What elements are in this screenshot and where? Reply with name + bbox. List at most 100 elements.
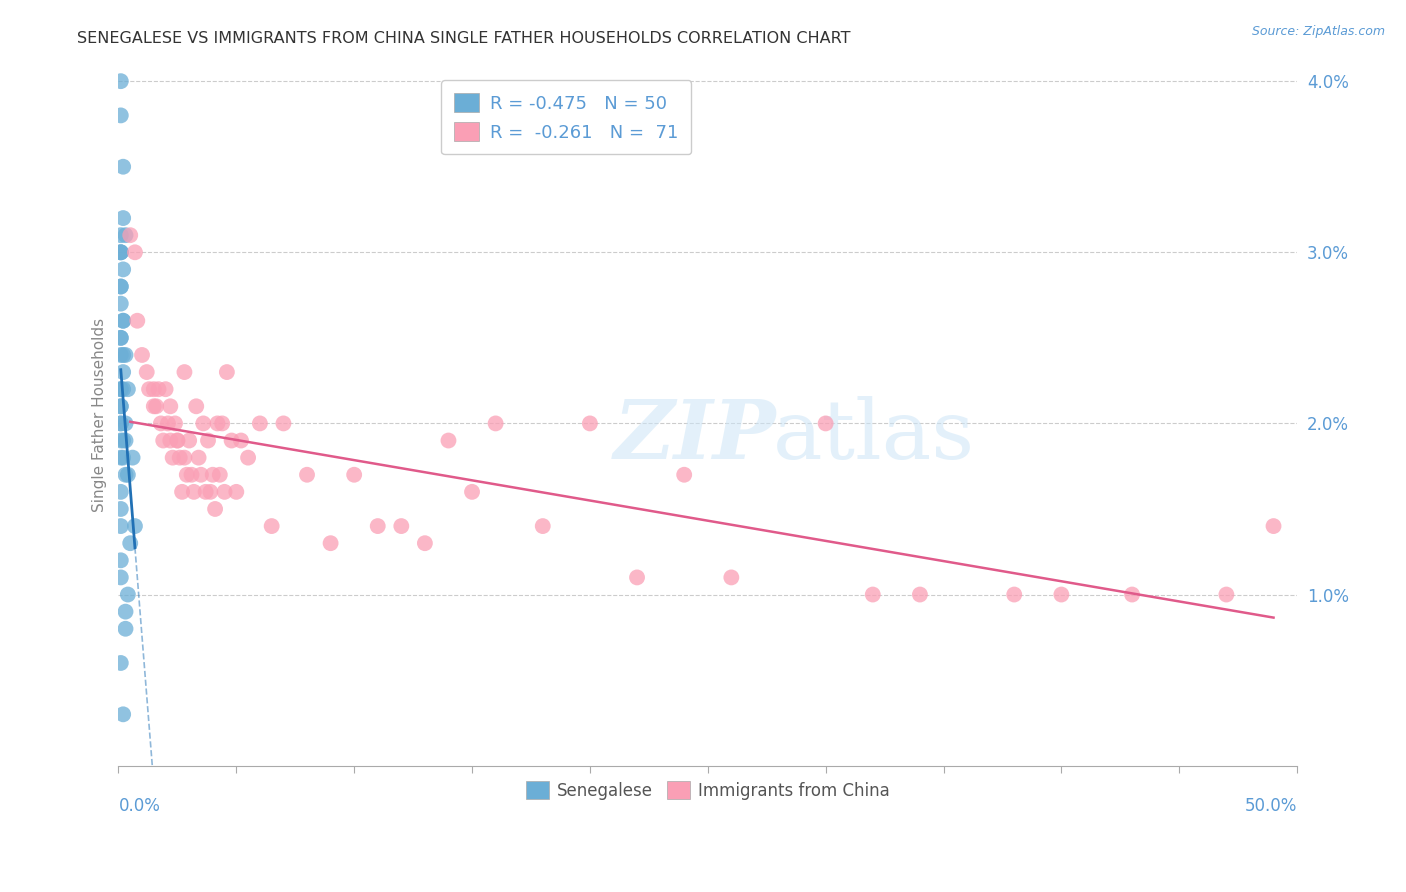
Point [124,245,146,260]
Point [117,467,139,482]
Point [110,245,132,260]
Point [190,467,212,482]
Point [138,382,160,396]
Point [110,484,132,499]
Point [343,467,366,482]
Point [169,450,191,465]
Point [579,417,602,431]
Point [110,331,132,345]
Point [117,588,139,602]
Point [201,467,224,482]
Point [110,417,132,431]
Point [461,484,484,499]
Point [131,348,153,362]
Point [135,365,157,379]
Point [145,399,167,413]
Point [166,434,188,448]
Point [214,484,236,499]
Point [110,348,132,362]
Text: atlas: atlas [772,396,974,476]
Point [120,228,142,243]
Point [159,399,181,413]
Point [152,434,174,448]
Point [221,434,243,448]
Point [112,707,135,722]
Point [531,519,554,533]
Point [110,570,132,584]
Point [114,622,136,636]
Point [110,74,132,88]
Point [156,417,179,431]
Point [720,570,742,584]
Point [110,245,132,260]
Text: 0.0%: 0.0% [118,797,160,815]
Point [273,417,295,431]
Point [110,519,132,533]
Point [110,399,132,413]
Point [260,519,283,533]
Point [112,450,135,465]
Point [110,296,132,310]
Point [124,519,146,533]
Point [186,399,208,413]
Point [120,536,142,550]
Point [249,417,271,431]
Point [295,467,318,482]
Point [814,417,837,431]
Point [1215,588,1237,602]
Point [180,467,202,482]
Point [110,450,132,465]
Point [112,434,135,448]
Point [112,160,135,174]
Point [389,519,412,533]
Point [159,434,181,448]
Point [162,450,184,465]
Point [149,417,172,431]
Point [367,519,389,533]
Point [112,211,135,225]
Point [110,553,132,567]
Point [166,434,188,448]
Point [211,417,233,431]
Legend: Senegalese, Immigrants from China: Senegalese, Immigrants from China [519,774,897,806]
Point [1050,588,1073,602]
Point [110,399,132,413]
Point [112,348,135,362]
Point [110,279,132,293]
Point [673,467,696,482]
Text: Source: ZipAtlas.com: Source: ZipAtlas.com [1251,25,1385,38]
Point [173,365,195,379]
Point [110,245,132,260]
Point [172,484,194,499]
Point [193,417,215,431]
Point [112,314,135,328]
Point [112,365,135,379]
Point [225,484,247,499]
Point [110,656,132,670]
Point [319,536,342,550]
Point [208,467,231,482]
Text: SENEGALESE VS IMMIGRANTS FROM CHINA SINGLE FATHER HOUSEHOLDS CORRELATION CHART: SENEGALESE VS IMMIGRANTS FROM CHINA SING… [77,31,851,46]
Point [155,382,177,396]
Point [908,588,931,602]
Point [1121,588,1143,602]
Point [127,314,149,328]
Point [110,417,132,431]
Point [204,502,226,516]
Point [194,484,217,499]
Point [110,382,132,396]
Point [197,434,219,448]
Point [110,108,132,122]
Point [110,279,132,293]
Point [413,536,436,550]
Point [112,314,135,328]
Point [229,434,252,448]
Point [114,228,136,243]
Point [207,417,229,431]
Point [215,365,238,379]
Text: ZIP: ZIP [613,396,776,476]
Point [179,434,201,448]
Point [110,331,132,345]
Point [110,382,132,396]
Point [114,467,136,482]
